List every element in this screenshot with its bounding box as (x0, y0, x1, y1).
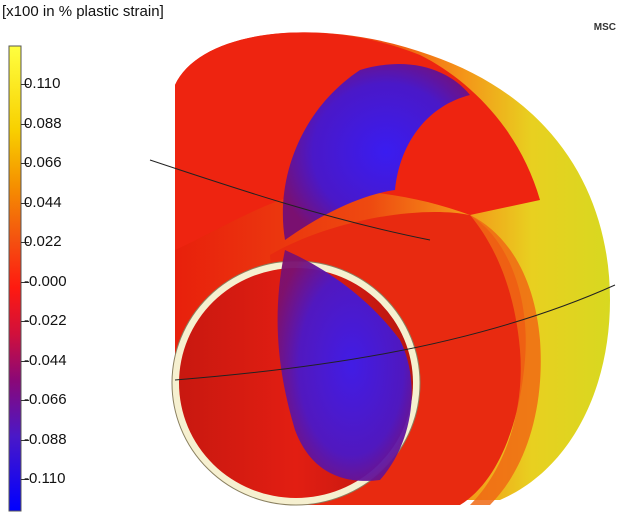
colorbar-tick-label: -0.022 (24, 312, 67, 329)
colorbar (8, 45, 22, 512)
colorbar-tick (21, 123, 29, 125)
colorbar-tick-label: 0.044 (24, 193, 62, 211)
colorbar-tick-label: -0.088 (24, 430, 67, 448)
seam-line-lower (174, 284, 616, 381)
colorbar-tick (21, 163, 29, 164)
msc-logo: MSC (593, 22, 616, 33)
colorbar-tick-label: -0.066 (24, 391, 67, 408)
colorbar-tick-label: -0.110 (24, 470, 66, 487)
seam-line-upper (149, 159, 431, 241)
colorbar-tick (21, 281, 29, 283)
colorbar-tick (21, 360, 29, 362)
colorbar-tick (21, 439, 29, 441)
colorbar-tick-label: 0.088 (24, 114, 62, 132)
lower-orange-band (470, 215, 541, 505)
upper-blue-crease (282, 64, 470, 240)
colorbar-tick (21, 202, 29, 204)
colorbar-tick (21, 479, 29, 480)
colorbar-tick (21, 400, 29, 401)
inner-blue-zone (277, 250, 412, 481)
colorbar-tick-label: 0.022 (24, 233, 62, 250)
colorbar-tick-label: -0.000 (24, 272, 67, 290)
colorbar-tick-label: -0.044 (24, 351, 67, 369)
legend-title: [x100 in % plastic strain] (2, 3, 164, 20)
colorbar-tick-label: 0.110 (24, 75, 61, 92)
colorbar-tick (21, 321, 29, 322)
colorbar-tick (21, 242, 29, 243)
colorbar-tick (21, 84, 29, 85)
colorbar-tick-label: 0.066 (24, 154, 62, 171)
